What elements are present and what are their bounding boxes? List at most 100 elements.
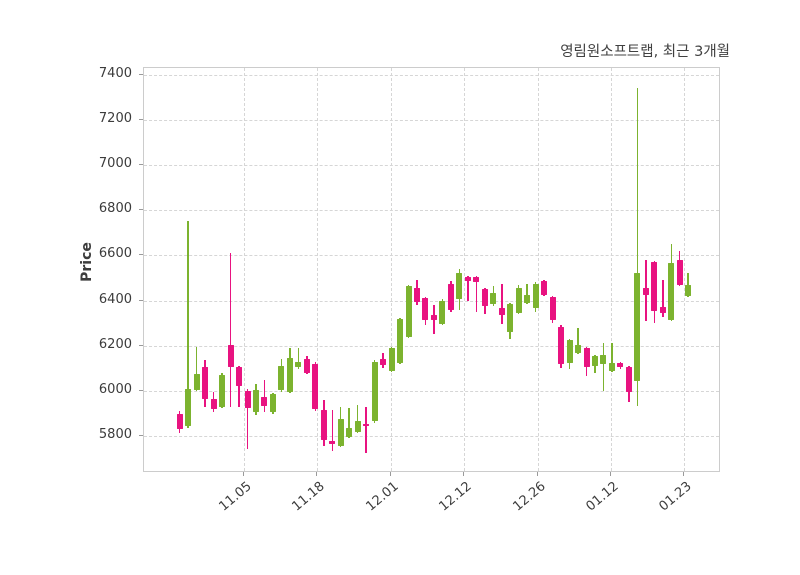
candle-body xyxy=(507,303,514,333)
candle-wick xyxy=(229,253,232,407)
x-tick-mark xyxy=(536,472,538,476)
y-tick-label: 6800 xyxy=(98,201,132,217)
candle-body xyxy=(202,367,209,399)
x-tick-mark xyxy=(683,472,685,476)
candle-wick xyxy=(263,379,266,413)
candle-body xyxy=(456,273,463,300)
gridline-horizontal xyxy=(144,164,719,166)
candle-body xyxy=(608,362,615,371)
gridline-vertical xyxy=(464,68,466,471)
candle-body xyxy=(269,394,276,413)
gridline-horizontal xyxy=(144,119,719,121)
candle-body xyxy=(634,273,641,381)
candle-wick xyxy=(365,406,367,453)
y-tick-label: 6400 xyxy=(98,291,132,307)
candle-body xyxy=(176,413,183,430)
gridline-vertical xyxy=(317,68,319,471)
gridline-horizontal xyxy=(144,436,719,438)
candle-wick xyxy=(331,410,333,451)
candle-body xyxy=(380,359,387,365)
candle-body xyxy=(575,344,582,353)
x-tick-mark xyxy=(389,472,391,476)
x-tick-mark xyxy=(609,472,611,476)
x-tick-mark xyxy=(463,472,465,476)
candle-body xyxy=(354,421,361,432)
gridline-vertical xyxy=(537,68,539,471)
candle-body xyxy=(312,363,319,410)
candle-body xyxy=(295,361,302,368)
gridline-horizontal xyxy=(144,255,719,257)
y-tick-label: 6600 xyxy=(98,246,132,262)
candle-wick xyxy=(187,221,189,429)
candle-wick xyxy=(636,88,639,406)
x-tick-mark xyxy=(242,472,244,476)
candle-wick xyxy=(526,283,528,304)
candle-body xyxy=(685,284,692,297)
candle-body xyxy=(227,344,234,368)
candle-wick xyxy=(662,280,664,318)
candle-body xyxy=(236,367,243,387)
candle-body xyxy=(524,294,531,303)
candle-body xyxy=(320,410,327,440)
y-tick-label: 7400 xyxy=(98,65,132,81)
candle-wick xyxy=(238,366,240,407)
candle-body xyxy=(490,292,497,304)
candle-wick xyxy=(297,348,300,370)
y-tick-mark xyxy=(139,73,143,75)
x-tick-label: 11.18 xyxy=(289,479,329,515)
candle-wick xyxy=(246,388,249,449)
candle-body xyxy=(430,315,437,320)
y-tick-mark xyxy=(139,118,143,120)
candle-body xyxy=(303,359,310,373)
gridline-horizontal xyxy=(144,345,719,347)
candle-body xyxy=(286,358,293,393)
candle-body xyxy=(447,283,454,310)
candle-body xyxy=(363,423,370,426)
candle-body xyxy=(414,288,420,302)
candle-body xyxy=(244,390,251,408)
gridline-horizontal xyxy=(144,390,719,392)
y-tick-mark xyxy=(139,435,143,437)
candle-body xyxy=(185,388,192,426)
candle-body xyxy=(498,308,505,316)
chart-title: 영림원소프트랩, 최근 3개월 xyxy=(560,44,730,60)
candle-body xyxy=(532,283,539,309)
x-tick-label: 12.12 xyxy=(436,479,475,515)
plot-area xyxy=(143,67,720,472)
candle-wick xyxy=(348,407,350,439)
candle-body xyxy=(219,375,226,407)
gridline-vertical xyxy=(243,68,245,471)
gridline-horizontal xyxy=(144,210,719,212)
candle-body xyxy=(464,276,471,282)
candle-body xyxy=(600,354,607,364)
candle-wick xyxy=(475,275,478,312)
candle-body xyxy=(558,326,565,364)
candle-body xyxy=(329,440,336,445)
candle-wick xyxy=(501,283,503,325)
candle-body xyxy=(481,289,488,307)
candle-body xyxy=(346,428,353,438)
candle-body xyxy=(439,300,446,325)
candle-body xyxy=(252,389,259,413)
candle-wick xyxy=(356,404,359,433)
y-tick-label: 7200 xyxy=(98,110,132,126)
y-tick-mark xyxy=(139,389,143,391)
y-tick-label: 5800 xyxy=(98,427,132,443)
gridline-vertical xyxy=(684,68,686,471)
candle-body xyxy=(549,297,556,320)
y-tick-label: 7000 xyxy=(98,155,132,171)
candle-wick xyxy=(433,305,435,335)
candle-body xyxy=(541,281,548,295)
candle-body xyxy=(422,298,429,320)
candle-body xyxy=(617,362,624,368)
candle-body xyxy=(193,374,200,390)
candle-body xyxy=(397,318,404,363)
candle-body xyxy=(591,355,598,367)
candle-body xyxy=(371,361,378,422)
x-tick-label: 12.26 xyxy=(509,479,549,515)
candle-wick xyxy=(602,343,605,391)
gridline-horizontal xyxy=(144,74,719,76)
y-tick-mark xyxy=(139,344,143,346)
candle-body xyxy=(668,263,675,320)
candle-body xyxy=(659,307,666,313)
